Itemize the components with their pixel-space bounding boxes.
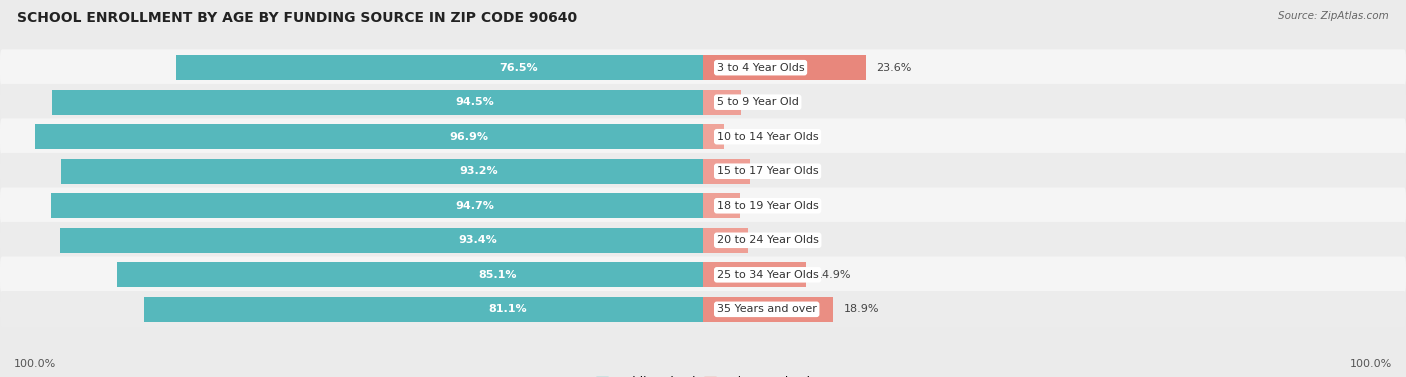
Bar	[51, 193, 703, 218]
FancyBboxPatch shape	[0, 118, 1406, 155]
Bar	[703, 262, 806, 287]
Text: 93.2%: 93.2%	[458, 166, 498, 176]
FancyBboxPatch shape	[0, 256, 1406, 293]
Text: 81.1%: 81.1%	[488, 304, 527, 314]
Text: 18.9%: 18.9%	[844, 304, 879, 314]
FancyBboxPatch shape	[0, 84, 1406, 121]
Text: 93.4%: 93.4%	[458, 235, 498, 245]
FancyBboxPatch shape	[0, 222, 1406, 259]
FancyBboxPatch shape	[0, 49, 1406, 86]
Bar	[52, 90, 703, 115]
Text: 20 to 24 Year Olds: 20 to 24 Year Olds	[717, 235, 818, 245]
Text: 3.1%: 3.1%	[735, 132, 763, 142]
Bar	[176, 55, 703, 80]
Bar	[59, 228, 703, 253]
Text: 10 to 14 Year Olds: 10 to 14 Year Olds	[717, 132, 818, 142]
Bar	[145, 297, 703, 322]
Text: 14.9%: 14.9%	[815, 270, 852, 280]
Text: 18 to 19 Year Olds: 18 to 19 Year Olds	[717, 201, 818, 211]
Text: 25 to 34 Year Olds: 25 to 34 Year Olds	[717, 270, 818, 280]
Text: 6.8%: 6.8%	[761, 166, 789, 176]
Text: 35 Years and over: 35 Years and over	[717, 304, 817, 314]
Text: Source: ZipAtlas.com: Source: ZipAtlas.com	[1278, 11, 1389, 21]
Text: 94.7%: 94.7%	[456, 201, 494, 211]
Bar	[703, 90, 741, 115]
Text: 5.3%: 5.3%	[749, 201, 778, 211]
Text: 100.0%: 100.0%	[1350, 359, 1392, 369]
Bar	[35, 124, 703, 149]
Text: 5 to 9 Year Old: 5 to 9 Year Old	[717, 97, 799, 107]
Bar	[60, 159, 703, 184]
Bar	[703, 55, 866, 80]
Text: 96.9%: 96.9%	[450, 132, 489, 142]
FancyBboxPatch shape	[0, 291, 1406, 328]
Text: 15 to 17 Year Olds: 15 to 17 Year Olds	[717, 166, 818, 176]
FancyBboxPatch shape	[0, 153, 1406, 190]
Text: SCHOOL ENROLLMENT BY AGE BY FUNDING SOURCE IN ZIP CODE 90640: SCHOOL ENROLLMENT BY AGE BY FUNDING SOUR…	[17, 11, 576, 25]
Text: 100.0%: 100.0%	[14, 359, 56, 369]
Bar	[703, 297, 834, 322]
FancyBboxPatch shape	[0, 187, 1406, 224]
Text: 3 to 4 Year Olds: 3 to 4 Year Olds	[717, 63, 804, 73]
Text: 6.6%: 6.6%	[759, 235, 787, 245]
Bar	[117, 262, 703, 287]
Legend: Public School, Private School: Public School, Private School	[596, 376, 810, 377]
Bar	[703, 193, 740, 218]
Bar	[703, 159, 749, 184]
Text: 76.5%: 76.5%	[499, 63, 538, 73]
Bar	[703, 124, 724, 149]
Text: 5.5%: 5.5%	[751, 97, 779, 107]
Text: 23.6%: 23.6%	[876, 63, 911, 73]
Text: 85.1%: 85.1%	[478, 270, 517, 280]
Bar	[703, 228, 748, 253]
Text: 94.5%: 94.5%	[456, 97, 495, 107]
